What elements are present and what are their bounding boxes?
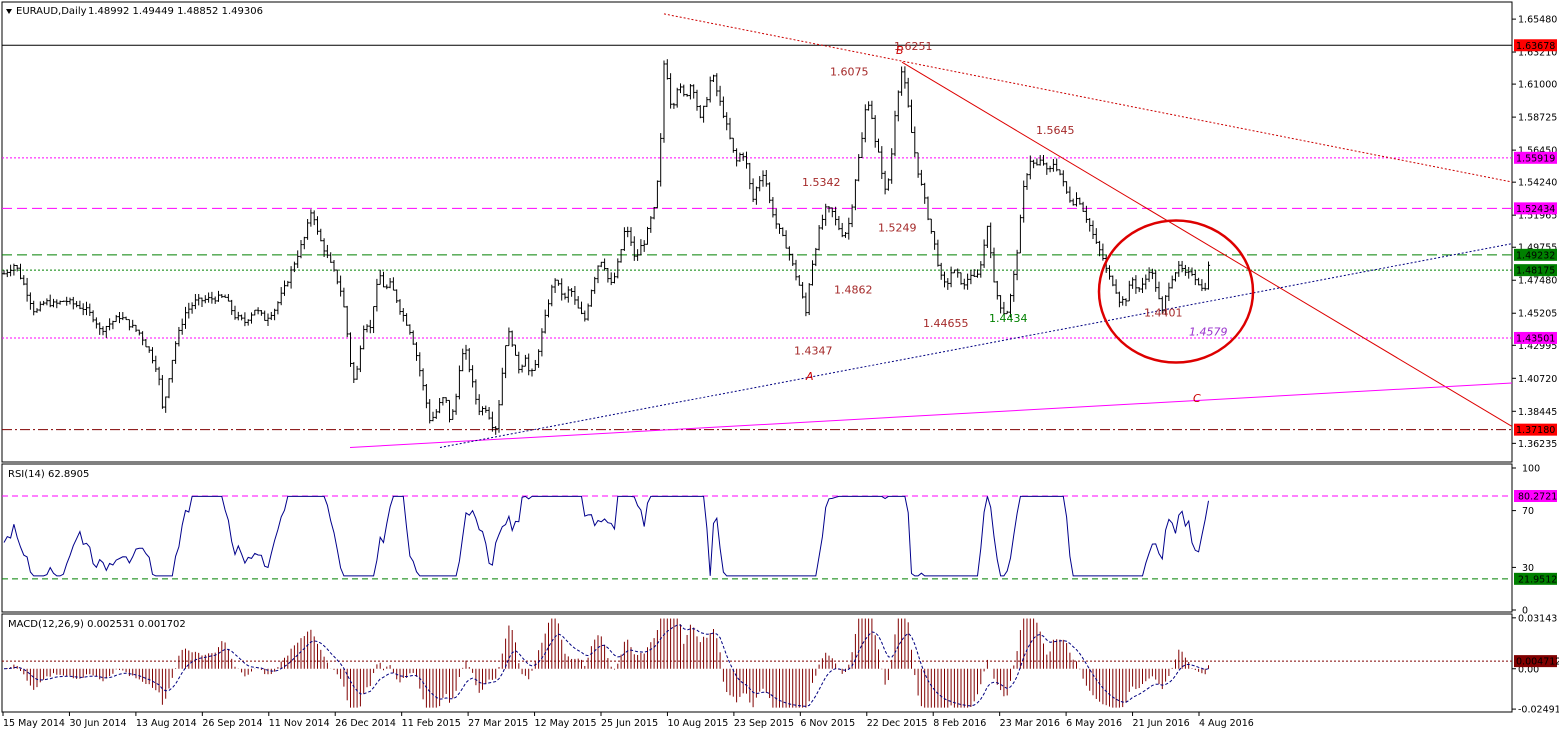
macd-histogram (3, 618, 1209, 708)
trendline (349, 382, 1513, 448)
time-tick-label: 11 Feb 2015 (402, 718, 461, 729)
wave-label: B (896, 44, 904, 57)
price-tick-label: 1.56450 (1518, 146, 1557, 157)
price-tag-box (1514, 331, 1557, 344)
time-tick-label: 4 Aug 2016 (1199, 718, 1254, 729)
time-tick-label: 23 Sep 2015 (734, 718, 794, 729)
price-tag-box (1514, 202, 1557, 215)
price-tick-label: 1.58725 (1518, 113, 1557, 124)
price-tick-label: 1.47480 (1518, 276, 1557, 287)
rsi-line (3, 495, 1209, 577)
price-annotation: 1.4434 (989, 312, 1028, 325)
price-tick-label: 1.38445 (1518, 407, 1557, 418)
time-axis: 15 May 2014 30 Jun 2014 13 Aug 2014 26 Sep … (2, 712, 1254, 729)
time-tick-label: 26 Dec 2014 (335, 718, 396, 729)
time-tick-label: 25 Jun 2015 (601, 718, 658, 729)
time-tick-label: 15 May 2014 (3, 718, 65, 729)
price-tag-label: 1.52434 (1516, 204, 1555, 215)
price-candles (2, 59, 1211, 435)
price-tag-box (1514, 264, 1557, 277)
price-tag-box (1514, 423, 1557, 436)
time-tick-label: 26 Sep 2014 (202, 718, 262, 729)
macd-panel[interactable]: 0.03143 0.00 -0.02491 0.004712 MACD(12,26,… (1, 613, 1559, 716)
price-tick-label: 1.65480 (1518, 15, 1557, 26)
time-tick-label: 23 Mar 2016 (1000, 718, 1060, 729)
price-annotation: 1.44655 (923, 317, 969, 330)
macd-title: MACD(12,26,9) 0.002531 0.001702 (8, 619, 186, 630)
price-tag-label: 1.43501 (1516, 333, 1555, 344)
time-tick-label: 22 Dec 2015 (867, 718, 928, 729)
price-tag-label: 1.48175 (1516, 266, 1555, 277)
price-annotation: 1.4862 (834, 284, 873, 297)
time-tick-label: 27 Mar 2015 (468, 718, 528, 729)
time-tick-label: 8 Feb 2016 (933, 718, 986, 729)
ohlc-readout: 1.48992 1.49449 1.48852 1.49306 (88, 6, 263, 17)
time-tick-label: 30 Jun 2014 (69, 718, 126, 729)
price-annotation: 1.4347 (794, 344, 833, 357)
time-tick-label: 6 May 2016 (1066, 718, 1122, 729)
rsi-tag-label: 21.9512 (1518, 574, 1557, 585)
macd-tag-box (1514, 655, 1557, 668)
time-tick-label: 12 May 2015 (535, 718, 597, 729)
price-tick-label: 1.63210 (1518, 48, 1557, 59)
rsi-title: RSI(14) 62.8905 (8, 469, 89, 480)
price-tick-label: 1.45205 (1518, 309, 1557, 320)
rsi-tick-label: 30 (1522, 563, 1534, 574)
price-tag-box (1514, 151, 1557, 164)
rsi-tick-label: 0 (1522, 606, 1528, 617)
rsi-tick-label: 100 (1522, 464, 1540, 475)
price-annotation: 1.6075 (830, 66, 869, 79)
time-tick-label: 21 Jun 2016 (1133, 718, 1190, 729)
highlight-circle (1097, 219, 1255, 364)
triangle-down-icon[interactable] (6, 9, 12, 14)
price-tick-label: 1.49755 (1518, 243, 1557, 254)
price-annotation: 1.4579 (1189, 326, 1228, 339)
rsi-tag-label: 80.2721 (1518, 492, 1557, 503)
wave-label: A (805, 370, 814, 383)
rsi-panel-frame (1, 463, 1513, 613)
macd-tick-label: -0.02491 (1518, 705, 1559, 716)
rsi-panel[interactable]: 100 70 30 0 80.2721 21.9512 RSI(14) 62.8905 (1, 463, 1557, 617)
price-tag-label: 1.49232 (1516, 250, 1555, 261)
rsi-tag-box (1514, 572, 1557, 585)
macd-panel-frame (1, 613, 1513, 713)
time-tick-label: 13 Aug 2014 (136, 718, 197, 729)
price-tick-label: 1.51965 (1518, 211, 1557, 222)
price-tag-box (1514, 39, 1557, 52)
price-tick-label: 1.36235 (1518, 439, 1557, 450)
price-tag-label: 1.55919 (1516, 153, 1555, 164)
time-tick-label: 10 Aug 2015 (667, 718, 728, 729)
macd-signal-line (3, 624, 1209, 707)
rsi-tag-box (1514, 490, 1557, 503)
price-tick-label: 1.42995 (1518, 341, 1557, 352)
rsi-tick-label: 70 (1522, 506, 1534, 517)
price-tick-label: 1.54240 (1518, 178, 1557, 189)
macd-tag-label: 0.004712 (1516, 657, 1559, 668)
price-annotation: 1.5342 (802, 176, 841, 189)
macd-tick-label: 0.03143 (1518, 613, 1557, 624)
price-annotation: 1.4401 (1144, 307, 1183, 320)
price-annotation: 1.5249 (878, 222, 917, 235)
price-tag-label: 1.37180 (1516, 425, 1555, 436)
price-tag-box (1514, 248, 1557, 261)
trendline (901, 61, 1513, 427)
trendline (663, 13, 1513, 183)
price-panel-frame (1, 1, 1513, 463)
price-annotation: 1.6251 (894, 40, 933, 53)
macd-tick-label: 0.00 (1518, 664, 1539, 675)
wave-label: C (1193, 392, 1201, 405)
chart-title: EURAUD,Daily (16, 6, 87, 17)
price-tick-label: 1.61000 (1518, 80, 1557, 91)
price-tag-label: 1.63678 (1516, 41, 1555, 52)
price-panel[interactable]: 1.65841.62511.60751.56451.53421.52491.48… (1, 0, 1557, 463)
price-annotation: 1.5645 (1036, 124, 1075, 137)
trendline (439, 243, 1513, 448)
price-tick-label: 1.40720 (1518, 374, 1557, 385)
time-tick-label: 6 Nov 2015 (800, 718, 855, 729)
time-tick-label: 11 Nov 2014 (269, 718, 330, 729)
